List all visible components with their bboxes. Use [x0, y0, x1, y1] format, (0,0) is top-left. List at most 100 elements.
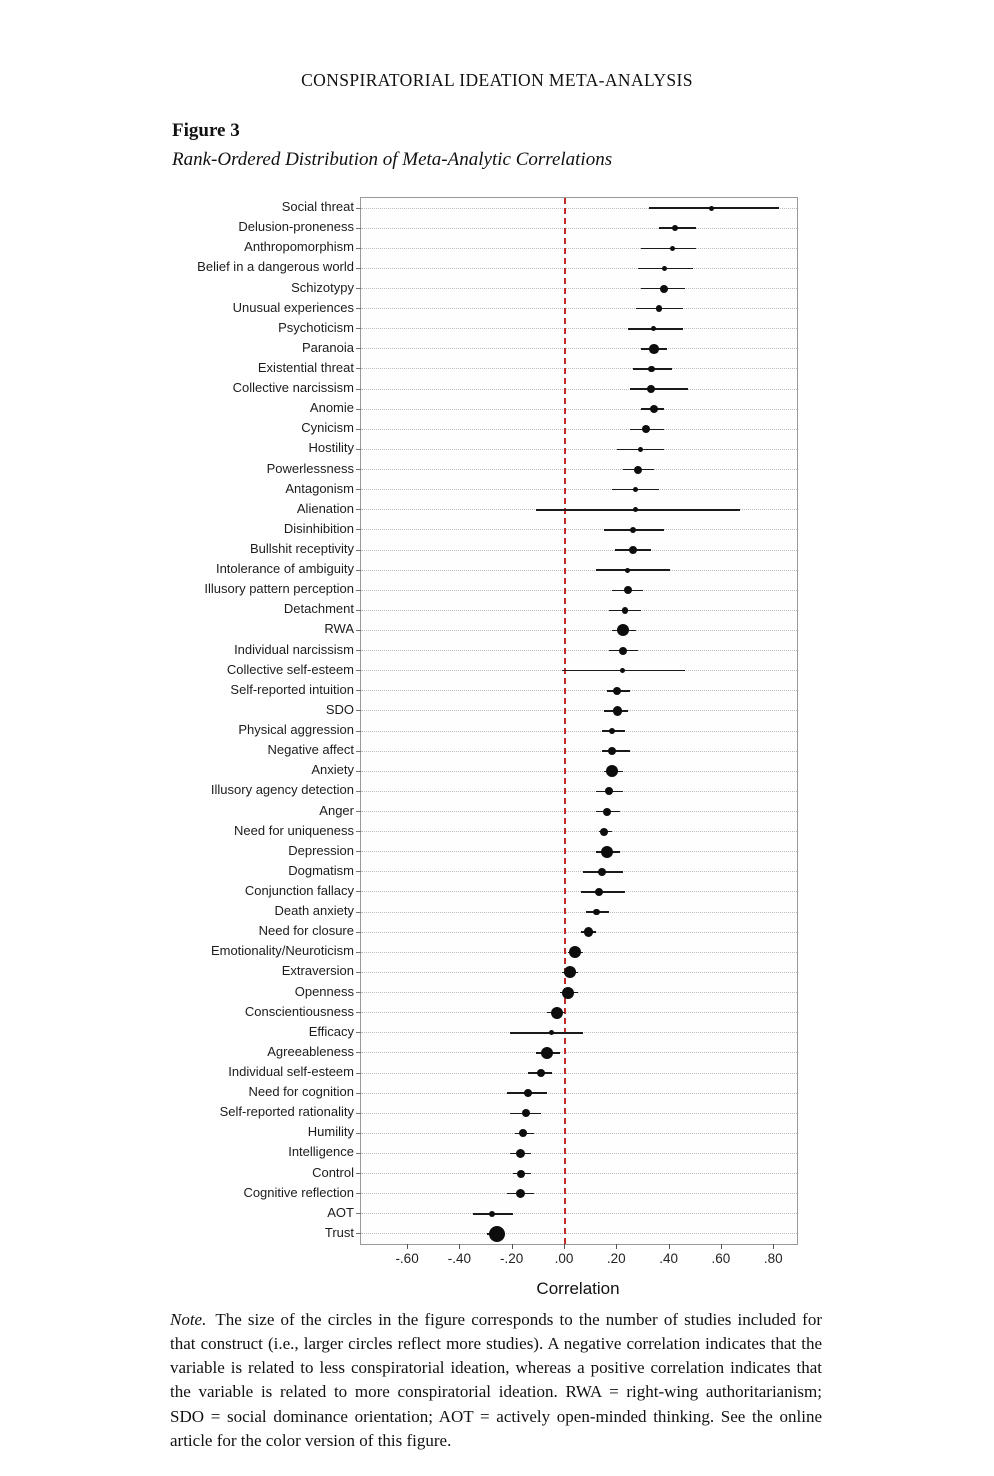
row-label: Openness: [294, 983, 354, 999]
row-gridline: [361, 1152, 797, 1154]
point-estimate: [634, 465, 643, 474]
point-estimate: [608, 747, 617, 756]
row-gridline: [361, 609, 797, 611]
row-label: Intelligence: [288, 1144, 354, 1160]
row-label: Individual self-esteem: [228, 1064, 354, 1080]
point-estimate: [605, 787, 614, 796]
y-tick: [356, 609, 361, 611]
row-gridline: [361, 891, 797, 893]
y-tick: [356, 931, 361, 933]
point-estimate: [649, 405, 658, 414]
point-estimate: [633, 507, 639, 513]
y-tick: [356, 227, 361, 229]
point-estimate: [618, 646, 627, 655]
row-gridline: [361, 469, 797, 471]
row-label: Self-reported intuition: [230, 681, 354, 697]
row-label: RWA: [324, 621, 354, 637]
point-estimate: [593, 908, 600, 916]
row-gridline: [361, 1052, 797, 1054]
row-gridline: [361, 1233, 797, 1235]
y-tick: [356, 549, 361, 551]
y-tick: [356, 951, 361, 953]
row-label: Death anxiety: [274, 903, 355, 919]
y-tick: [356, 629, 361, 631]
point-estimate: [583, 927, 594, 937]
row-label: Trust: [324, 1224, 354, 1240]
y-tick: [356, 1213, 361, 1215]
point-estimate: [549, 1030, 555, 1036]
x-tick: [668, 1244, 670, 1249]
point-estimate: [540, 1046, 553, 1059]
x-tick-label: -.20: [500, 1251, 524, 1266]
x-tick-label: .00: [554, 1251, 574, 1266]
row-gridline: [361, 247, 797, 249]
point-estimate: [569, 946, 582, 959]
x-axis-title: Correlation: [536, 1279, 620, 1298]
y-tick: [356, 1052, 361, 1054]
row-gridline: [361, 690, 797, 692]
row-gridline: [361, 288, 797, 290]
y-tick: [356, 1173, 361, 1175]
point-estimate: [671, 224, 679, 232]
point-estimate: [516, 1169, 525, 1178]
y-tick: [356, 1112, 361, 1114]
point-estimate: [647, 385, 656, 394]
point-estimate: [616, 624, 629, 637]
row-label: Individual narcissism: [234, 641, 354, 657]
x-tick-label: .80: [763, 1251, 783, 1266]
point-estimate: [633, 487, 639, 493]
x-tick-label: .20: [606, 1251, 626, 1266]
x-tick: [616, 1244, 618, 1249]
plot-area: [356, 197, 798, 1245]
row-label: Illusory agency detection: [210, 782, 354, 798]
row-gridline: [361, 831, 797, 833]
point-estimate: [660, 284, 669, 293]
zero-reference-line: [564, 198, 566, 1244]
row-gridline: [361, 871, 797, 873]
row-gridline: [361, 368, 797, 370]
y-tick: [356, 288, 361, 290]
y-tick: [356, 831, 361, 833]
row-gridline: [361, 710, 797, 712]
point-estimate: [661, 265, 667, 271]
y-tick: [356, 1193, 361, 1195]
y-tick: [356, 489, 361, 491]
row-label: Anxiety: [311, 762, 354, 778]
point-estimate: [638, 446, 644, 452]
point-estimate: [651, 326, 657, 332]
point-estimate: [521, 1109, 530, 1118]
point-estimate: [602, 807, 611, 816]
row-label: Powerlessness: [266, 460, 354, 476]
row-label: Physical aggression: [238, 722, 354, 738]
row-label: Depression: [288, 842, 354, 858]
row-label: Delusion-proneness: [238, 219, 354, 235]
row-label: Collective narcissism: [232, 380, 354, 396]
x-tick-label: .60: [711, 1251, 731, 1266]
row-gridline: [361, 207, 797, 209]
x-tick: [564, 1244, 565, 1249]
confidence-interval: [596, 569, 670, 571]
row-label: Detachment: [283, 601, 354, 617]
row-gridline: [361, 227, 797, 229]
confidence-interval: [648, 207, 780, 209]
row-label: Social threat: [281, 199, 354, 215]
row-label: Dogmatism: [288, 862, 354, 878]
y-tick: [356, 670, 361, 672]
row-gridline: [361, 911, 797, 913]
row-gridline: [361, 790, 797, 792]
point-estimate: [597, 867, 606, 876]
row-gridline: [361, 1132, 797, 1134]
row-gridline: [361, 1112, 797, 1114]
row-label: Psychoticism: [278, 319, 354, 335]
point-estimate: [649, 344, 659, 354]
point-estimate: [623, 586, 632, 595]
row-gridline: [361, 770, 797, 772]
running-head: CONSPIRATORIAL IDEATION META-ANALYSIS: [301, 70, 693, 90]
row-gridline: [361, 1092, 797, 1094]
point-estimate: [621, 607, 629, 614]
x-tick: [459, 1244, 461, 1249]
y-tick: [356, 871, 361, 873]
point-estimate: [595, 887, 603, 896]
row-label: Intolerance of ambiguity: [215, 561, 354, 577]
row-label: Hostility: [308, 440, 354, 456]
